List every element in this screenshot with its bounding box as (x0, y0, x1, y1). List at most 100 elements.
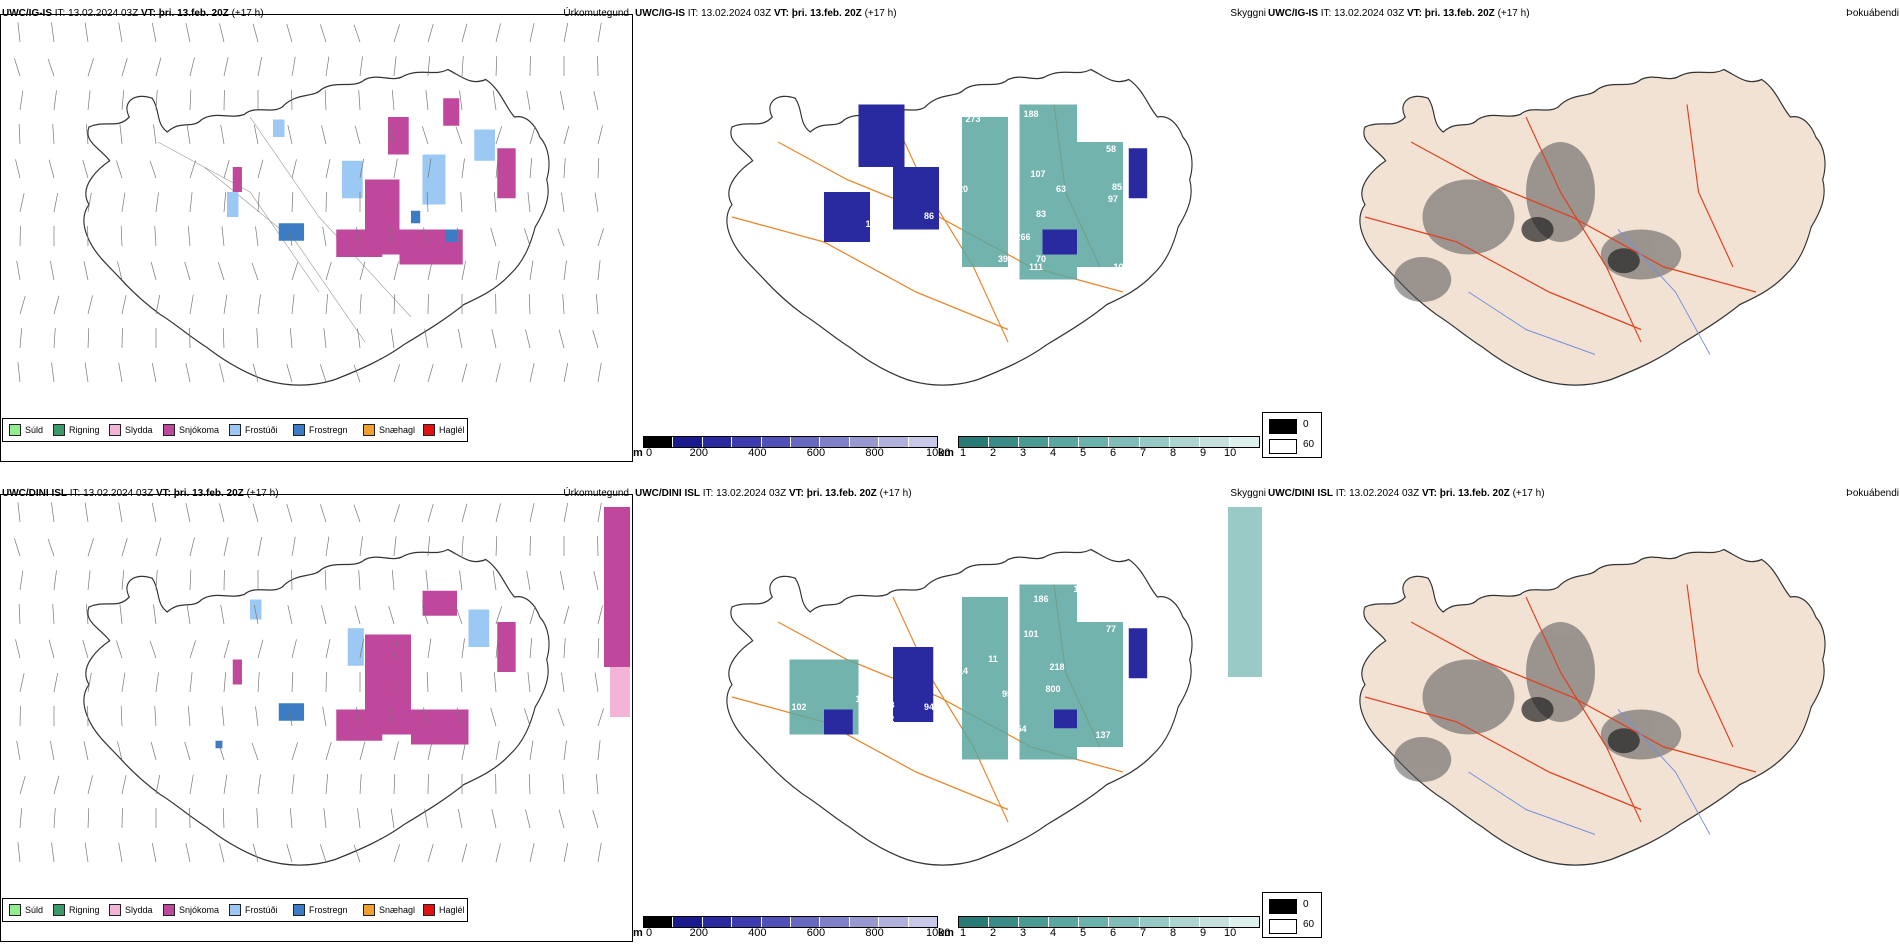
visibility-km-tick: 7 (1140, 927, 1147, 939)
visibility-km-tick: 5 (1080, 447, 1087, 459)
visibility-m-unit: m (633, 927, 643, 939)
legend-label: Frostúði (245, 905, 278, 915)
wind-barb (19, 328, 23, 349)
wind-barb (424, 328, 429, 349)
wind-barb (594, 672, 599, 693)
wind-barb (559, 90, 565, 111)
visibility-km-unit: km (938, 447, 954, 459)
wind-barb (325, 159, 331, 179)
visibility-value-label: 80 (924, 234, 934, 244)
wind-barb (49, 740, 55, 761)
wind-barb (457, 808, 463, 829)
wind-barb (325, 56, 330, 77)
visibility-km-tick: 1 (960, 447, 967, 459)
colorbar-segment (959, 437, 990, 447)
fog-legend: 0 60 (1262, 412, 1322, 458)
visibility-km-tick: 4 (1050, 927, 1057, 939)
wind-barb (220, 124, 225, 145)
wind-barb (257, 639, 264, 659)
wind-barb (393, 261, 399, 281)
wind-barb (17, 502, 21, 523)
colorbar-segment (820, 917, 850, 927)
wind-barb (495, 503, 501, 523)
panel-fog-row1: UWC/DINI ISL IT: 13.02.2024 03Z VT: þri.… (1266, 480, 1899, 950)
colorbar-segment (761, 917, 792, 927)
visibility-value-label: 94 (924, 702, 934, 712)
wind-barb (189, 570, 192, 591)
wind-barb (288, 226, 293, 247)
wind-barb (593, 91, 599, 111)
wind-barb (359, 261, 366, 281)
visibility-m-colorbar (643, 916, 938, 928)
visibility-km-tick: 6 (1110, 447, 1117, 459)
wind-barb (388, 125, 395, 145)
visibility-m-tick: 1000 (926, 447, 951, 459)
legend-item: Súld (9, 424, 43, 436)
wind-barb (87, 672, 92, 693)
wind-barb (189, 90, 192, 111)
wind-barb (257, 56, 263, 77)
wind-barb (184, 261, 191, 281)
wind-barb (425, 570, 429, 591)
wind-barb (427, 843, 434, 863)
colorbar-segment (879, 437, 909, 447)
legend-swatch (423, 424, 435, 436)
wind-barb (185, 503, 191, 523)
wind-barb (223, 192, 227, 213)
wind-barb (359, 56, 363, 77)
wind-barb (320, 504, 327, 523)
wind-barb (528, 774, 531, 795)
wind-barb (153, 604, 157, 625)
wind-barb (524, 708, 531, 727)
visibility-value-label: 186 (1033, 594, 1048, 604)
wind-barb (529, 503, 535, 523)
wind-barb (189, 672, 193, 693)
visibility-value-label: 188 (1023, 109, 1038, 119)
it-value: 13.02.2024 03Z (1349, 488, 1420, 499)
wind-barb (325, 639, 331, 659)
vt-label: VT: (773, 8, 789, 19)
wind-barb (19, 295, 26, 315)
wind-barb (325, 294, 329, 315)
visibility-value-label: 14 (958, 666, 968, 676)
wind-barb (359, 638, 365, 659)
wind-barb (187, 706, 191, 727)
wind-barb (257, 672, 260, 693)
model-name: UWC/IG-IS (2, 8, 52, 19)
wind-barb (286, 503, 293, 523)
wind-barb (460, 192, 463, 213)
it-label: IT: (687, 8, 699, 19)
wind-barb (561, 672, 565, 693)
vt-label: VT: (1406, 8, 1422, 19)
wind-barb (455, 126, 463, 145)
colorbar-segment (849, 437, 880, 447)
wind-barb (155, 774, 161, 795)
wind-barb (53, 192, 59, 213)
wind-barb (185, 23, 191, 43)
visibility-km-colorbar (958, 436, 1260, 448)
wind-barb (393, 844, 400, 863)
wind-barb (51, 22, 55, 43)
wind-barb (353, 844, 361, 863)
wind-barb (186, 124, 191, 145)
lead-time: (+17 h) (879, 488, 912, 499)
legend-item: Snæhagl (363, 424, 415, 436)
wind-barb (461, 158, 465, 179)
legend-swatch (53, 424, 65, 436)
wind-barb (424, 808, 429, 829)
precip-legend: Súld Rigning Slydda Snjókoma Frostúði Frostre… (2, 898, 468, 922)
wind-barb (154, 706, 157, 727)
wind-barb (357, 328, 361, 349)
wind-barb (151, 362, 157, 383)
wind-barb (354, 605, 361, 625)
wind-barb (84, 842, 89, 863)
legend-swatch (363, 904, 375, 916)
wind-barb (529, 363, 535, 383)
wind-barb (85, 604, 89, 625)
colorbar-segment (1049, 437, 1080, 447)
wind-barb (390, 328, 395, 349)
visibility-value-label: 101 (1023, 629, 1038, 639)
legend-swatch (293, 904, 305, 916)
wind-barb (563, 22, 569, 43)
legend-label: Snjókoma (179, 425, 220, 435)
